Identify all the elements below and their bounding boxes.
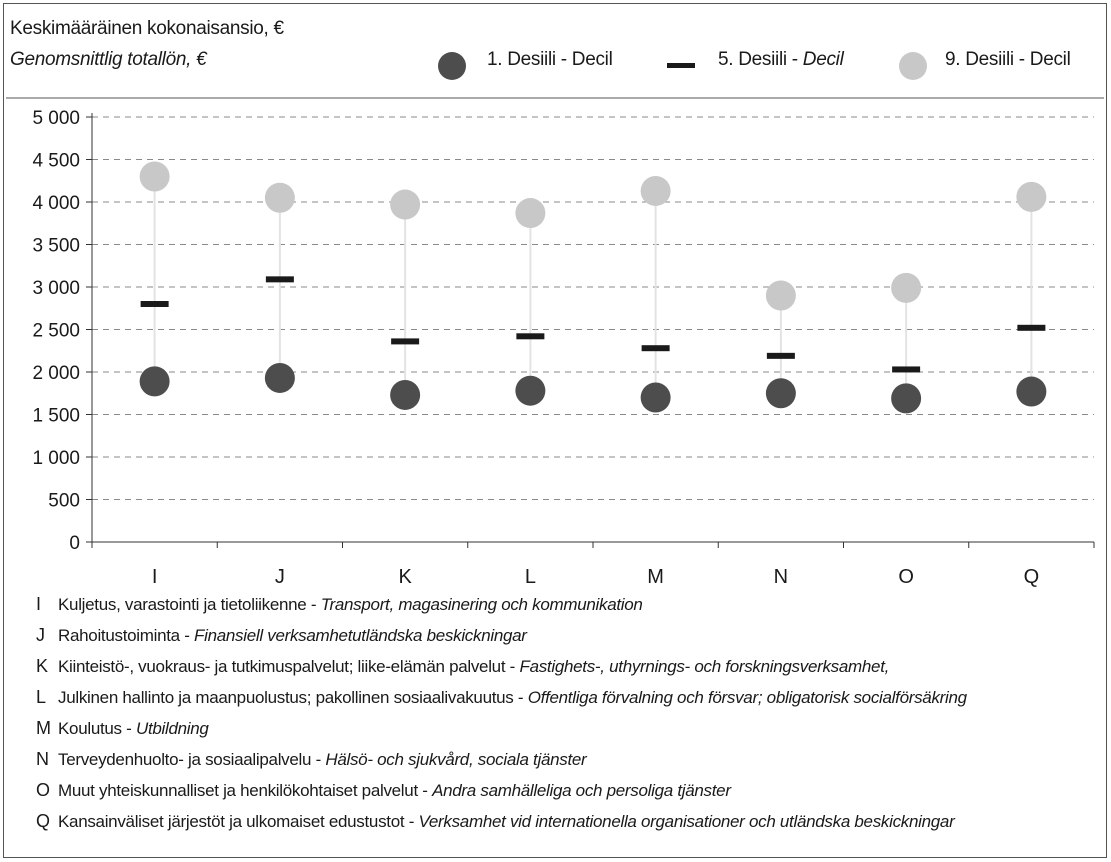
point-decile-1 <box>264 362 295 393</box>
point-decile-5 <box>641 345 670 352</box>
y-tick-label: 4 000 <box>32 193 80 214</box>
x-tick-label: Q <box>1024 566 1040 588</box>
point-decile-9 <box>765 280 796 311</box>
point-decile-9 <box>264 182 295 213</box>
y-axis-title: Keskimääräinen kokonaisansio, € <box>10 18 284 39</box>
note-M: M Koulutus - Utbildning <box>36 718 209 738</box>
point-decile-9 <box>390 189 421 220</box>
note-J: J Rahoitustoiminta - Finansiell verksamhe… <box>36 625 527 645</box>
y-tick-label: 500 <box>48 491 80 512</box>
point-decile-1 <box>390 379 421 410</box>
x-tick-label: N <box>774 566 788 588</box>
legend-marker-decile-9 <box>899 52 927 80</box>
point-decile-5 <box>265 276 294 283</box>
note-Q: Q Kansainväliset järjestöt ja ulkomaiset … <box>36 811 955 831</box>
y-tick-label: 3 000 <box>32 278 80 299</box>
point-decile-9 <box>139 161 170 192</box>
y-tick-label: 2 000 <box>32 363 80 384</box>
point-decile-5 <box>1017 324 1046 331</box>
legend-label-decile-1: 1. Desiili - Decil <box>487 49 613 70</box>
point-decile-1 <box>515 375 546 406</box>
note-O: O Muut yhteiskunnalliset ja henkilökohtai… <box>36 780 731 800</box>
x-tick-label: I <box>152 566 158 588</box>
y-tick-label: 1 000 <box>32 448 80 469</box>
point-decile-1 <box>1016 376 1047 407</box>
point-decile-5 <box>391 338 420 345</box>
point-decile-5 <box>516 333 545 340</box>
point-decile-1 <box>139 366 170 397</box>
legend-marker-decile-1 <box>438 52 466 80</box>
point-decile-1 <box>765 378 796 409</box>
x-tick-label: L <box>525 566 536 588</box>
point-decile-5 <box>892 366 921 373</box>
y-tick-label: 0 <box>69 533 80 554</box>
y-tick-label: 5 000 <box>32 108 80 129</box>
y-tick-label: 2 500 <box>32 321 80 342</box>
x-tick-label: J <box>275 566 285 588</box>
point-decile-1 <box>891 383 922 414</box>
plot-area: 0 500 1 000 1 500 2 000 2 500 3 000 3 500 4 000 4… <box>32 108 1095 588</box>
chart-frame <box>3 3 1107 858</box>
note-N: N Terveydenhuolto- ja sosiaalipalvelu - H… <box>36 749 587 769</box>
x-tick-label: M <box>647 566 664 588</box>
y-tick-label: 4 500 <box>32 151 80 172</box>
note-L: L Julkinen hallinto ja maanpuolustus; pak… <box>36 687 967 707</box>
y-axis-title-swedish: Genomsnittlig totallön, € <box>10 49 207 70</box>
note-K: K Kiinteistö-, vuokraus- ja tutkimuspalve… <box>36 656 890 676</box>
point-decile-9 <box>640 175 671 206</box>
x-tick-label: K <box>398 566 412 588</box>
point-decile-9 <box>515 198 546 229</box>
legend-label-decile-5: 5. Desiili - Decil <box>718 49 844 70</box>
x-tick-label: O <box>898 566 914 588</box>
chart-canvas: 0 500 1 000 1 500 2 000 2 500 3 000 3 500 4 000 4… <box>6 52 1104 588</box>
legend-label-decile-9: 9. Desiili - Decil <box>945 49 1071 70</box>
point-decile-5 <box>766 352 795 359</box>
note-I: I Kuljetus, varastointi ja tietoliikenne … <box>36 594 643 614</box>
y-tick-label: 1 500 <box>32 406 80 427</box>
legend-marker-decile-5 <box>667 63 695 68</box>
point-decile-9 <box>891 272 922 303</box>
point-decile-5 <box>140 301 169 307</box>
point-decile-9 <box>1016 181 1047 212</box>
point-decile-1 <box>640 382 671 413</box>
y-tick-label: 3 500 <box>32 236 80 257</box>
